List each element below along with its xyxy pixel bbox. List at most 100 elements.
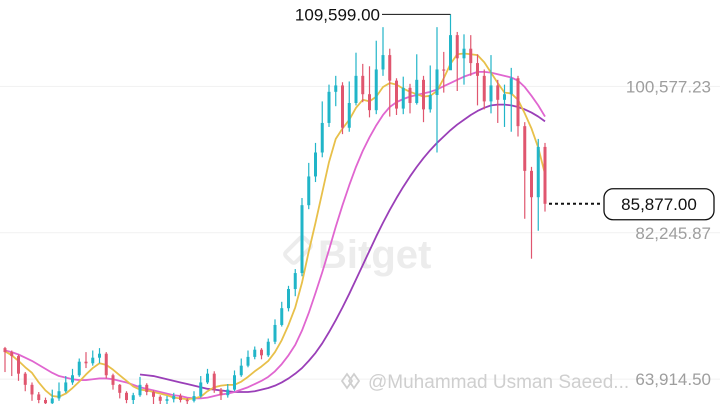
candle[interactable]: [273, 319, 277, 345]
candle[interactable]: [226, 384, 230, 398]
candle[interactable]: [476, 54, 479, 106]
candle[interactable]: [158, 395, 162, 404]
candle[interactable]: [233, 370, 236, 392]
candle[interactable]: [442, 51, 446, 93]
candle[interactable]: [381, 27, 385, 76]
candle-body: [408, 87, 412, 103]
candle[interactable]: [253, 346, 257, 360]
candle-body: [381, 55, 385, 70]
candle[interactable]: [192, 391, 196, 403]
candle[interactable]: [64, 376, 68, 393]
candle[interactable]: [260, 348, 263, 360]
candle-body: [489, 85, 493, 102]
candlesticks[interactable]: [3, 14, 547, 405]
candle[interactable]: [401, 76, 405, 115]
candle[interactable]: [246, 350, 250, 368]
candle[interactable]: [219, 388, 223, 401]
candle[interactable]: [435, 27, 439, 153]
candle[interactable]: [334, 75, 338, 107]
candle[interactable]: [489, 55, 493, 114]
candle-body: [455, 35, 459, 59]
candle[interactable]: [118, 384, 122, 399]
candle[interactable]: [3, 346, 7, 373]
candle[interactable]: [469, 35, 473, 76]
candle[interactable]: [84, 352, 88, 369]
candle[interactable]: [152, 390, 155, 404]
candle[interactable]: [455, 31, 459, 92]
candle[interactable]: [266, 338, 270, 357]
candle-body: [287, 289, 290, 309]
candle[interactable]: [509, 67, 513, 132]
candle[interactable]: [374, 40, 378, 115]
candle[interactable]: [287, 285, 290, 312]
candle[interactable]: [212, 371, 216, 393]
candle[interactable]: [320, 101, 324, 158]
candle[interactable]: [408, 83, 412, 114]
candle[interactable]: [10, 350, 14, 377]
candle[interactable]: [422, 75, 425, 123]
candle[interactable]: [50, 389, 54, 405]
last-price-badge[interactable]: [603, 188, 715, 221]
candle[interactable]: [462, 34, 466, 85]
candle-body: [314, 152, 317, 177]
last-price-marker[interactable]: 85,877.00: [549, 188, 715, 221]
candle[interactable]: [172, 392, 176, 403]
candle[interactable]: [23, 372, 27, 392]
candle[interactable]: [415, 54, 419, 105]
candle[interactable]: [280, 301, 284, 327]
candle[interactable]: [307, 162, 311, 210]
candle[interactable]: [368, 66, 371, 118]
candle[interactable]: [44, 397, 47, 404]
candle-body: [206, 373, 209, 383]
candle[interactable]: [111, 373, 115, 390]
candle[interactable]: [125, 391, 128, 404]
candle[interactable]: [395, 78, 398, 115]
candle[interactable]: [17, 354, 20, 381]
candle[interactable]: [239, 358, 243, 377]
candle[interactable]: [185, 398, 189, 404]
candle[interactable]: [341, 82, 344, 135]
candle[interactable]: [388, 48, 392, 117]
candle-body: [145, 384, 149, 393]
candle[interactable]: [77, 358, 81, 377]
candle[interactable]: [449, 14, 452, 71]
candle[interactable]: [37, 392, 41, 404]
candle-body: [530, 170, 533, 198]
candle-body: [543, 146, 547, 204]
candle[interactable]: [496, 79, 500, 123]
candle[interactable]: [523, 122, 527, 219]
candle[interactable]: [71, 368, 74, 385]
candle[interactable]: [516, 75, 520, 137]
candle[interactable]: [347, 81, 351, 132]
candle[interactable]: [327, 84, 331, 127]
candle[interactable]: [543, 142, 547, 212]
candle-body: [334, 85, 338, 92]
candle[interactable]: [165, 396, 169, 404]
candle[interactable]: [30, 382, 34, 401]
attribution-text: @Muhammad Usman Saeed...: [368, 372, 629, 393]
candle[interactable]: [206, 368, 209, 385]
candle-body: [476, 63, 479, 76]
candle[interactable]: [179, 393, 182, 403]
candle[interactable]: [503, 84, 506, 127]
candle[interactable]: [91, 350, 95, 366]
candle[interactable]: [98, 348, 101, 364]
candle[interactable]: [293, 269, 297, 297]
candle[interactable]: [482, 69, 486, 110]
candle[interactable]: [300, 198, 304, 277]
candle[interactable]: [314, 142, 317, 183]
candle[interactable]: [104, 352, 108, 379]
candle[interactable]: [138, 376, 142, 397]
candle[interactable]: [361, 63, 365, 103]
candle[interactable]: [145, 383, 149, 396]
candle-body: [496, 85, 500, 100]
candle[interactable]: [131, 392, 135, 405]
candle[interactable]: [530, 166, 533, 259]
candle[interactable]: [354, 52, 358, 106]
candle[interactable]: [199, 376, 203, 398]
candle[interactable]: [536, 138, 540, 231]
candle[interactable]: [428, 65, 432, 113]
candle[interactable]: [57, 382, 61, 401]
